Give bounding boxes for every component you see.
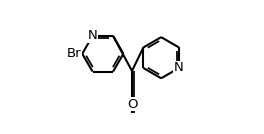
Text: O: O [127, 98, 137, 111]
Text: N: N [174, 62, 184, 75]
Text: Br: Br [67, 47, 82, 60]
Text: N: N [88, 29, 97, 42]
